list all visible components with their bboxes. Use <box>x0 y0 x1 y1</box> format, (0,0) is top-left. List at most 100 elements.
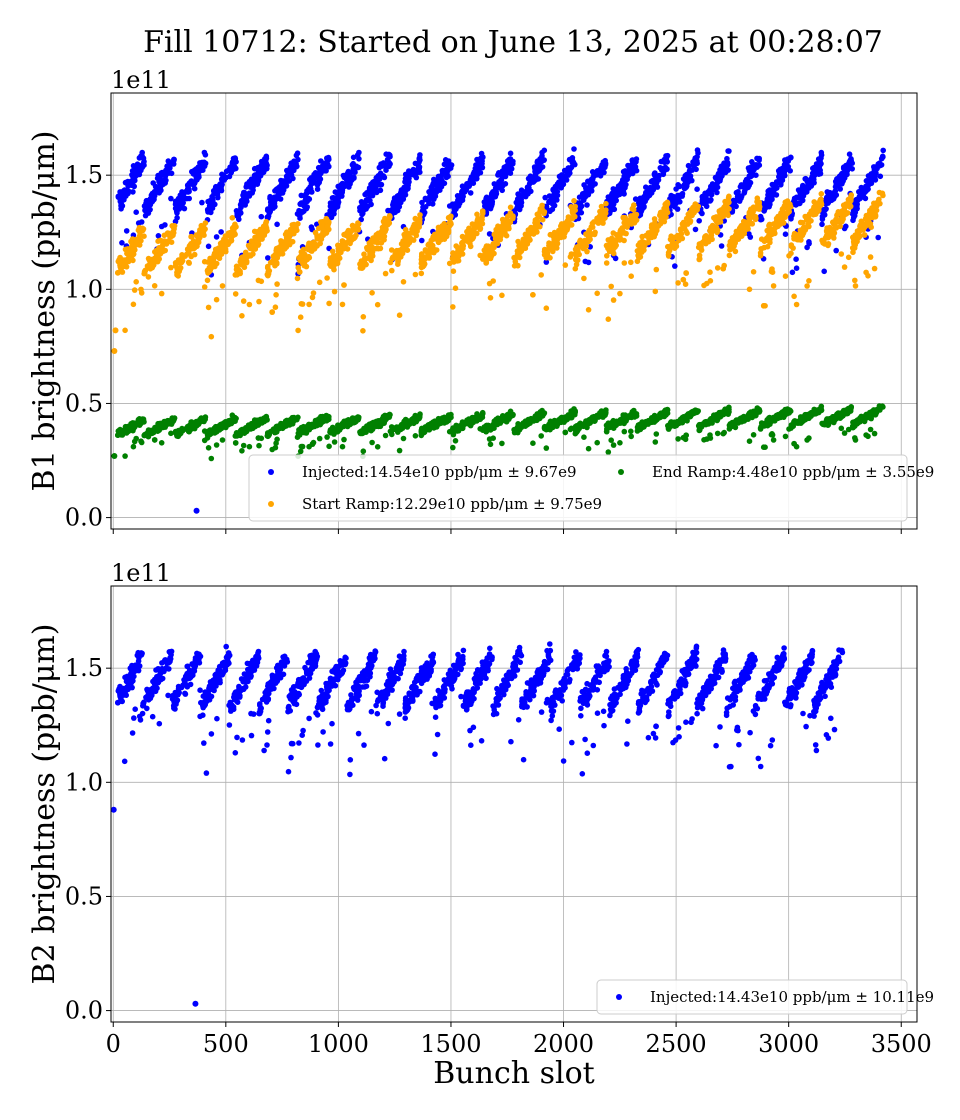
data-point <box>738 193 745 199</box>
data-point <box>117 189 123 195</box>
data-point <box>865 182 872 188</box>
data-point <box>141 162 147 168</box>
data-point <box>274 221 280 228</box>
data-point <box>129 236 136 242</box>
data-point <box>239 313 245 319</box>
data-point <box>149 261 155 268</box>
data-point <box>606 248 613 255</box>
data-point <box>714 189 720 196</box>
data-point <box>493 184 500 190</box>
data-point <box>869 211 875 218</box>
data-point <box>332 199 338 205</box>
data-point <box>369 188 376 195</box>
data-point <box>629 157 636 163</box>
data-point <box>312 229 319 236</box>
data-point <box>675 192 681 199</box>
data-point <box>168 195 174 202</box>
data-point <box>756 155 762 162</box>
data-point <box>125 183 131 189</box>
data-point <box>543 254 550 261</box>
data-point <box>756 162 763 168</box>
data-point <box>617 290 623 297</box>
data-point <box>863 269 869 276</box>
data-point <box>515 191 521 197</box>
data-point <box>767 239 773 246</box>
data-point <box>784 198 791 204</box>
data-point <box>676 183 683 190</box>
data-point <box>189 168 195 175</box>
data-point <box>583 185 589 191</box>
data-point <box>459 240 465 246</box>
data-point <box>117 194 123 201</box>
data-point <box>696 256 702 263</box>
data-point <box>382 270 389 277</box>
data-point <box>640 242 647 249</box>
data-point <box>414 169 420 176</box>
data-point <box>464 181 470 187</box>
data-point <box>761 238 768 244</box>
data-point <box>333 260 339 266</box>
data-point <box>558 185 564 191</box>
data-point <box>770 283 777 289</box>
data-point <box>852 209 859 216</box>
data-point <box>645 239 651 246</box>
data-point <box>871 169 877 175</box>
data-point <box>316 435 323 442</box>
data-point <box>675 280 681 286</box>
data-point <box>419 237 425 244</box>
data-point <box>207 266 214 272</box>
data-point <box>726 252 733 259</box>
data-point <box>576 239 583 245</box>
data-point <box>294 211 301 217</box>
data-point <box>117 260 123 266</box>
data-point <box>323 168 329 174</box>
data-point <box>523 188 530 195</box>
data-point <box>276 184 283 190</box>
data-point <box>632 196 639 202</box>
data-point <box>405 179 411 185</box>
data-point <box>439 225 445 231</box>
data-point <box>613 232 620 238</box>
data-point <box>692 202 698 208</box>
data-point <box>871 430 878 437</box>
data-point <box>155 233 162 239</box>
data-point <box>330 209 337 215</box>
data-point <box>814 209 820 215</box>
data-point <box>486 231 493 237</box>
data-point <box>446 260 453 267</box>
data-point <box>373 245 380 252</box>
data-point <box>293 152 300 159</box>
data-point <box>552 183 559 190</box>
data-point <box>331 288 338 295</box>
data-point <box>610 206 617 212</box>
data-point <box>452 285 459 292</box>
data-point <box>145 274 152 280</box>
data-point <box>122 258 129 264</box>
data-point <box>208 200 215 207</box>
data-point <box>817 158 823 165</box>
data-point <box>386 219 392 226</box>
data-point <box>748 210 754 216</box>
data-point <box>554 240 561 247</box>
data-point <box>298 192 305 199</box>
data-point <box>707 278 714 284</box>
data-point <box>760 303 767 309</box>
data-point <box>396 198 402 204</box>
data-point <box>119 203 126 209</box>
data-point <box>318 158 324 164</box>
data-point <box>516 250 522 256</box>
data-point <box>460 193 466 200</box>
data-point <box>378 240 385 246</box>
data-point <box>447 216 453 222</box>
data-point <box>271 200 278 207</box>
data-point <box>387 153 393 160</box>
data-point <box>860 192 866 199</box>
data-point <box>515 262 521 269</box>
data-point <box>846 161 853 167</box>
data-point <box>259 164 266 170</box>
data-point <box>777 172 784 178</box>
data-point <box>840 164 847 170</box>
data-point <box>455 197 461 204</box>
data-point <box>594 439 600 446</box>
data-point <box>660 165 667 172</box>
